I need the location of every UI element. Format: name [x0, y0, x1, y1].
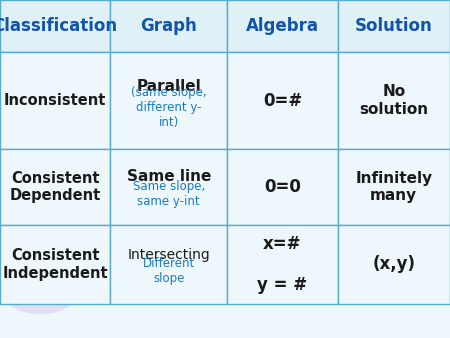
- Text: 0=#: 0=#: [263, 92, 302, 110]
- Text: Parallel: Parallel: [136, 79, 201, 94]
- Text: Intersecting: Intersecting: [127, 248, 210, 262]
- Circle shape: [108, 145, 189, 206]
- Bar: [338, 0, 450, 52]
- Circle shape: [0, 118, 90, 193]
- Bar: [227, 52, 338, 149]
- Circle shape: [369, 260, 423, 301]
- Bar: [0, 0, 110, 52]
- Circle shape: [112, 20, 176, 68]
- Text: Algebra: Algebra: [246, 17, 319, 35]
- Text: (same slope,
different y-
int): (same slope, different y- int): [131, 86, 207, 129]
- Circle shape: [0, 166, 99, 254]
- Text: Same line: Same line: [126, 169, 211, 185]
- Bar: [110, 52, 227, 149]
- Text: Consistent
Independent: Consistent Independent: [2, 248, 108, 281]
- Text: x=#

y = #: x=# y = #: [257, 235, 307, 294]
- Circle shape: [369, 24, 423, 64]
- Text: No
solution: No solution: [359, 84, 428, 117]
- Text: Inconsistent: Inconsistent: [4, 93, 106, 108]
- Circle shape: [108, 81, 189, 142]
- Bar: [227, 225, 338, 304]
- Bar: [110, 225, 227, 304]
- Bar: [227, 149, 338, 225]
- Text: Different
slope: Different slope: [143, 257, 195, 285]
- Bar: [110, 0, 227, 52]
- Text: Solution: Solution: [355, 17, 432, 35]
- Text: 0=0: 0=0: [264, 178, 301, 196]
- Circle shape: [360, 84, 432, 139]
- Text: Consistent
Dependent: Consistent Dependent: [9, 171, 101, 203]
- Text: (x,y): (x,y): [372, 256, 415, 273]
- Bar: [0, 149, 110, 225]
- Bar: [227, 0, 338, 52]
- Text: Graph: Graph: [140, 17, 197, 35]
- Bar: [338, 52, 450, 149]
- Text: Classification: Classification: [0, 17, 118, 35]
- Bar: [338, 149, 450, 225]
- Bar: [338, 225, 450, 304]
- Circle shape: [0, 247, 86, 314]
- Text: Infinitely
many: Infinitely many: [355, 171, 432, 203]
- Text: Same slope,
same y-int: Same slope, same y-int: [133, 179, 205, 208]
- Bar: [0, 225, 110, 304]
- Bar: [110, 149, 227, 225]
- Bar: [0, 52, 110, 149]
